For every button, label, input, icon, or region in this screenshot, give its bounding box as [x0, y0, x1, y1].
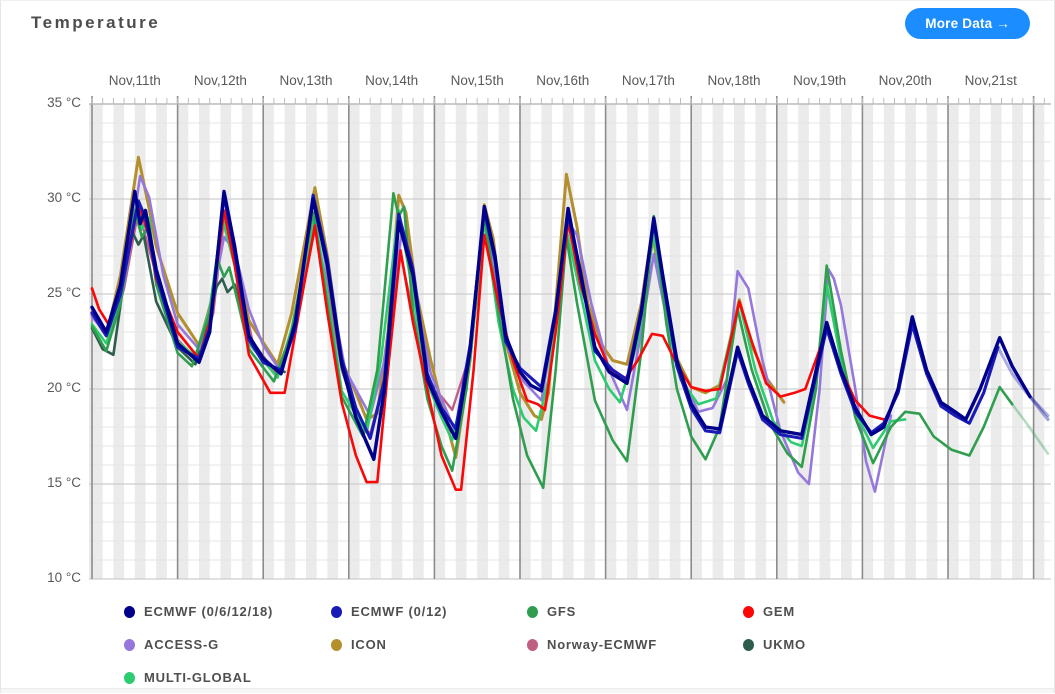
grid-stripe [990, 104, 1002, 579]
legend-item-gfs[interactable]: GFS [527, 604, 743, 619]
legend-dot-icon [743, 605, 754, 618]
x-axis-tick-label: Nov,19th [793, 73, 847, 88]
grid-stripe [156, 104, 167, 579]
legend-dot-icon [331, 638, 342, 651]
legend-label: ECMWF (0/12) [351, 604, 448, 619]
grid-stripe [434, 104, 446, 579]
legend-label: ICON [351, 637, 387, 652]
x-axis-tick-label: Nov,11th [108, 73, 161, 88]
page-title: Temperature [31, 13, 161, 32]
legend-dot-icon [124, 671, 135, 684]
grid-stripe [798, 104, 809, 579]
grid-stripe [712, 104, 724, 579]
x-axis-tick-label: Nov,13th [279, 73, 333, 88]
grid-stripe [648, 104, 660, 579]
grid-stripe [541, 104, 553, 579]
legend-dot-icon [527, 605, 538, 618]
x-axis-tick-label: Nov,17th [621, 73, 675, 88]
y-axis-tick-label: 30 °C [47, 190, 81, 205]
legend-label: ACCESS-G [144, 637, 220, 652]
series-line-access-g [90, 174, 893, 493]
grid-stripe [562, 104, 574, 579]
grid-stripe [1033, 104, 1045, 579]
legend-dot-icon [331, 605, 342, 618]
x-axis-tick-label: Nov,18th [707, 73, 761, 88]
legend-item-ecmwf-0-12-[interactable]: ECMWF (0/12) [331, 604, 527, 619]
grid-stripe [477, 104, 488, 579]
legend-label: MULTI-GLOBAL [144, 670, 252, 685]
x-axis-tick-label: Nov,21st [964, 73, 1017, 88]
legend-dot-icon [527, 638, 538, 651]
grid-stripe [306, 104, 317, 579]
next-section-divider [1, 688, 1054, 693]
legend-item-gem[interactable]: GEM [743, 604, 943, 619]
legend-item-ukmo[interactable]: UKMO [743, 637, 943, 652]
series-line-gfs [90, 192, 1014, 490]
grid-stripe [520, 104, 531, 579]
legend-dot-icon [124, 638, 135, 651]
x-axis-tick-label: Nov,16th [536, 73, 590, 88]
x-axis-tick-label: Nov,15th [450, 73, 504, 88]
legend-dot-icon [743, 638, 754, 651]
legend-label: GFS [547, 604, 577, 619]
temperature-plot[interactable] [89, 96, 1051, 583]
y-axis-tick-label: 35 °C [47, 95, 81, 110]
series-line-gfs [1010, 402, 1050, 455]
grid-stripe [348, 104, 360, 579]
more-data-button[interactable]: More Data → [905, 8, 1030, 39]
grid-stripe [455, 104, 467, 579]
grid-stripe [862, 104, 874, 579]
chart-legend: ECMWF (0/6/12/18) ECMWF (0/12) GFS GEM ACCES… [124, 595, 1034, 694]
grid-stripe [177, 104, 189, 579]
grid-stripe [263, 104, 274, 579]
legend-item-ecmwf-0-6-12-18-[interactable]: ECMWF (0/6/12/18) [124, 604, 331, 619]
grid-stripe [883, 104, 895, 579]
y-axis-tick-label: 15 °C [47, 475, 81, 490]
y-axis-tick-label: 20 °C [47, 380, 81, 395]
grid-stripe [691, 104, 702, 579]
grid-stripe [605, 104, 617, 579]
legend-item-access-g[interactable]: ACCESS-G [124, 637, 331, 652]
legend-label: ECMWF (0/6/12/18) [144, 604, 274, 619]
grid-stripe [926, 104, 938, 579]
grid-stripe [948, 104, 959, 579]
grid-stripe [969, 104, 981, 579]
series-line-ecmwf-0-6-12-18- [1028, 394, 1050, 422]
grid-stripe [755, 104, 767, 579]
legend-label: UKMO [763, 637, 806, 652]
grid-stripe [776, 104, 788, 579]
grid-stripe [391, 104, 403, 579]
grid-stripe [734, 104, 745, 579]
grid-stripe [905, 104, 916, 579]
y-axis-tick-label: 10 °C [47, 570, 81, 585]
grid-stripe [113, 104, 125, 579]
grid-stripe [220, 104, 232, 579]
grid-stripe [370, 104, 381, 579]
legend-item-icon[interactable]: ICON [331, 637, 527, 652]
legend-item-multi-global[interactable]: MULTI-GLOBAL [124, 670, 331, 685]
x-axis-tick-label: Nov,20th [878, 73, 932, 88]
series-line-ecmwf-0-12- [996, 345, 1050, 418]
x-axis-tick-label: Nov,14th [365, 73, 419, 88]
legend-item-norway-ecmwf[interactable]: Norway-ECMWF [527, 637, 743, 652]
series-line-ecmwf-0-6-12-18- [90, 189, 1032, 461]
legend-dot-icon [124, 605, 135, 618]
legend-label: Norway-ECMWF [547, 637, 657, 652]
x-axis-tick-label: Nov,12th [193, 73, 247, 88]
grid-stripe [134, 104, 146, 579]
legend-label: GEM [763, 604, 796, 619]
y-axis-tick-label: 25 °C [47, 285, 81, 300]
grid-stripe [1012, 104, 1023, 579]
